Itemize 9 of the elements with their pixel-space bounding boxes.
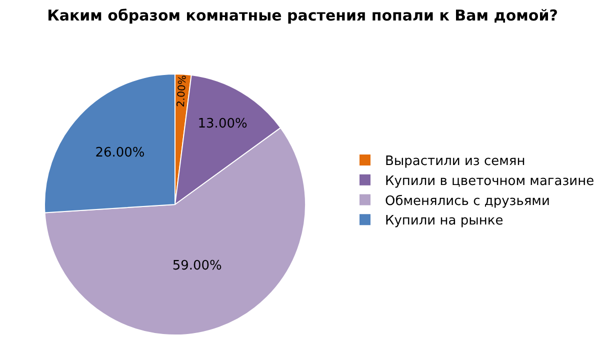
legend-label: Купили на рынке — [385, 214, 504, 229]
data-label: 13.00% — [198, 116, 248, 132]
chart-title: Каким образом комнатные растения попали к Вам домой? — [47, 6, 558, 25]
data-label: 59.00% — [172, 258, 222, 274]
legend-label: Вырастили из семян — [385, 154, 526, 170]
legend-label: Обменялись с друзьями — [385, 194, 550, 209]
data-label: 26.00% — [95, 145, 145, 160]
legend-label: Купили в цветочном магазине — [385, 174, 594, 189]
data-label: 2.00% — [176, 74, 189, 108]
